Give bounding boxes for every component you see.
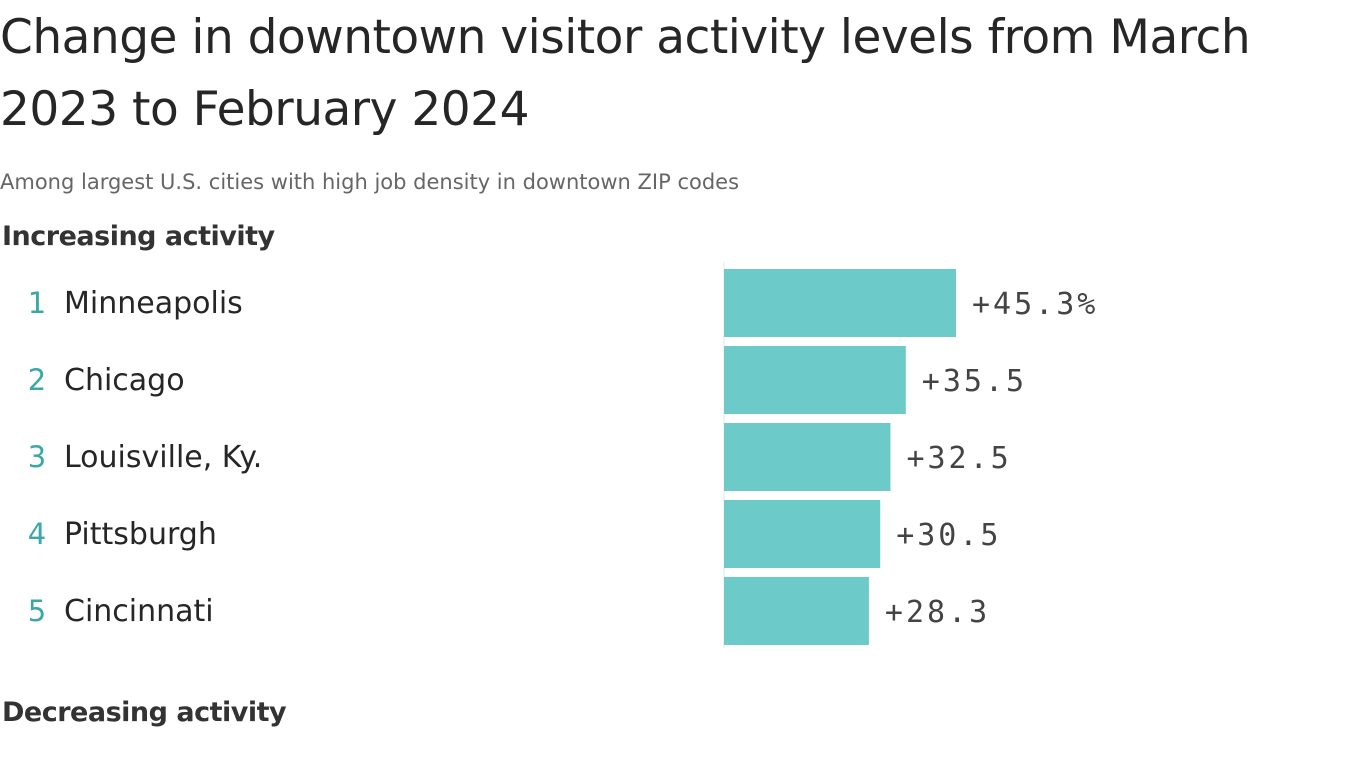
chart-title: Change in downtown visitor activity leve… (0, 10, 1251, 137)
value-label: +32.5 (906, 441, 1011, 476)
rank-label: 3 (28, 440, 46, 474)
city-label: Pittsburgh (64, 517, 217, 552)
section-label-decreasing: Decreasing activity (2, 697, 287, 728)
city-label: Cincinnati (64, 594, 214, 629)
rank-label: 2 (28, 363, 46, 397)
city-label: Minneapolis (64, 286, 243, 321)
bar-cincinnati (724, 577, 869, 645)
section-label-increasing: Increasing activity (2, 221, 275, 252)
rank-label: 1 (28, 286, 46, 320)
value-label: +45.3% (972, 287, 1098, 322)
rank-label: 5 (28, 594, 46, 628)
city-label: Chicago (64, 363, 185, 398)
rank-label: 4 (28, 517, 46, 551)
value-label: +35.5 (922, 364, 1027, 399)
chart-subtitle: Among largest U.S. cities with high job … (0, 170, 740, 194)
bar-pittsburgh (724, 500, 881, 568)
bar-chicago (724, 346, 906, 414)
value-label: +28.3 (885, 595, 990, 630)
bar-minneapolis (724, 269, 956, 337)
value-label: +30.5 (896, 518, 1001, 553)
city-label: Louisville, Ky. (64, 440, 262, 475)
bar-louisville-ky- (724, 423, 891, 491)
